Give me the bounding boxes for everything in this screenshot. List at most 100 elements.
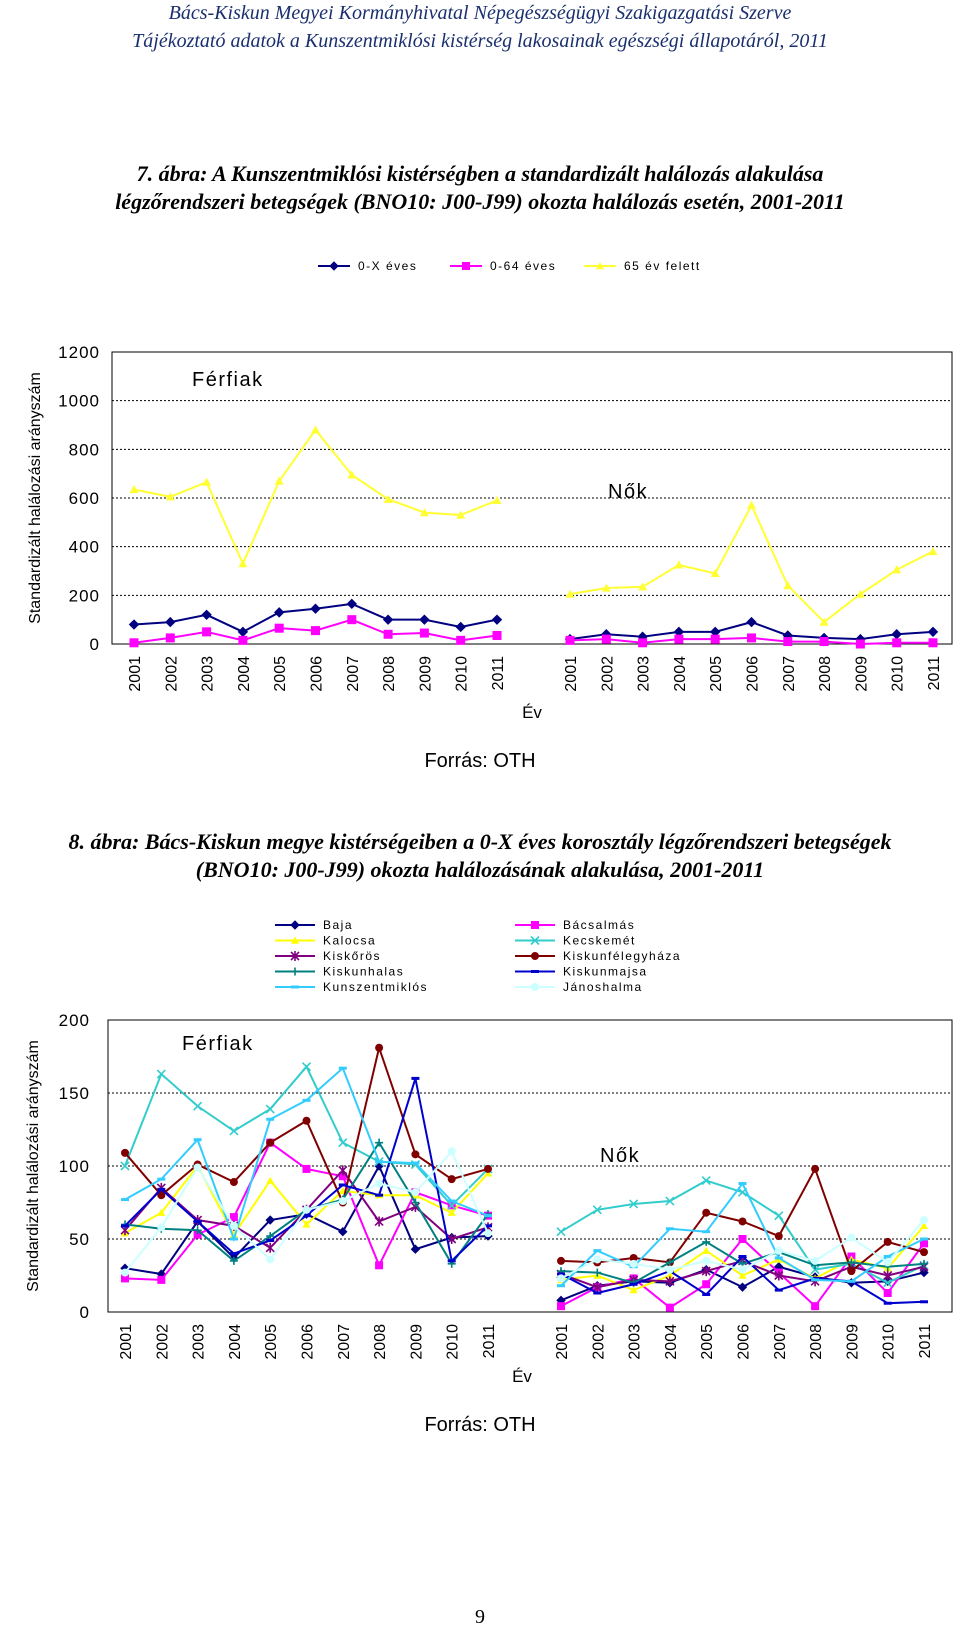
legend: 0-X éves 0-64 éves 65 év felett [318,259,699,273]
data-point [375,1193,384,1197]
data-point [229,1221,238,1230]
y-tick-label: 600 [69,489,100,508]
data-point [774,1270,784,1281]
x-tick-label: 2005 [263,1324,280,1360]
data-point [484,1214,492,1218]
legend-item-kiskunmajsa: Kiskunmajsa [515,965,646,979]
data-point [484,1224,492,1228]
data-point [338,1226,348,1237]
data-point [883,1255,892,1259]
legend-marker [291,985,299,989]
x-tick-label: 2004 [227,1324,244,1360]
data-point [129,638,139,648]
y-tick-labels: 0 50 100 150 200 [59,1011,90,1322]
data-point [202,627,212,637]
data-point [774,1211,784,1221]
data-point [156,1069,166,1079]
data-point [920,1248,928,1257]
series-janoshalma [557,1216,928,1283]
data-point [455,621,466,633]
x-tick-label: 2010 [881,1324,898,1360]
x-tick-labels: 2001 2002 2003 2004 2005 2006 2007 2008 2009 2010… [118,1324,498,1360]
data-point [447,1234,457,1244]
data-point [229,1252,238,1256]
legend-marker [531,952,539,960]
data-point [928,638,938,648]
data-point [375,1179,384,1188]
data-point [701,1176,711,1186]
data-point [456,510,466,519]
data-point [375,1261,384,1270]
x-tick-label: 2009 [408,1324,425,1360]
figure8-chart: Baja Bácsalmás Kalocsa Kecskemét Kiskőrös Kis… [25,918,953,1386]
data-point [737,1282,748,1292]
data-point [883,1270,893,1281]
data-point [121,1268,129,1277]
legend-item-0-x-eves: 0-X éves [318,259,416,273]
x-tick-label: 2008 [808,1324,825,1360]
x-tick-label: 2010 [445,1324,462,1360]
x-tick-label: 2005 [272,656,289,692]
data-point [601,583,611,592]
series-0-x-eves [128,598,503,638]
x-tick-label: 2002 [590,1324,607,1360]
legend: Baja Bácsalmás Kalocsa Kecskemét Kiskőrös Kis… [275,918,681,994]
legend-item-bacsalmas: Bácsalmás [515,918,635,932]
data-point [201,609,212,621]
x-tick-labels: 2001 2002 2003 2004 2005 2006 2007 2008 2009 2010… [563,656,943,692]
data-point [383,629,393,639]
x-tick-label: 2003 [200,656,217,692]
legend-item-0-64-eves: 0-64 éves [450,259,555,273]
data-point [338,1066,347,1070]
data-point [411,1150,420,1159]
data-point [121,1148,129,1157]
data-point [419,508,429,517]
legend-item-65-ev-felett: 65 év felett [584,259,699,273]
data-point [783,637,793,647]
data-point [665,1303,674,1312]
x-tick-label: 2010 [454,656,471,692]
legend-label: Bácsalmás [563,918,635,932]
x-tick-label: 2006 [736,1324,753,1360]
data-point [302,1116,311,1125]
y-tick-label: 50 [69,1230,90,1249]
data-point [593,1268,602,1277]
figure7-caption: 7. ábra: A Kunszentmiklósi kistérségben … [0,160,960,216]
x-tick-label: 2006 [300,1324,317,1360]
data-point [165,492,175,501]
legend-marker [531,970,539,973]
legend-label: Kiskunfélegyháza [563,949,681,963]
y-tick-label: 400 [69,538,100,557]
legend-item-kiskunfelegyhaza: Kiskunfélegyháza [515,949,681,963]
data-point [702,1237,711,1246]
data-point [346,598,358,610]
legend-marker [291,967,299,976]
series-kiskunfelegyhaza [121,1043,492,1207]
series-65-ev-felett [129,425,502,568]
document-header-line2: Tájékoztató adatok a Kunszentmiklósi kis… [132,30,828,52]
x-tick-label: 2001 [118,1324,135,1360]
data-point [274,623,284,633]
data-point [338,1165,348,1176]
data-point [557,1302,565,1311]
figure8-caption-line1: 8. ábra: Bács-Kiskun megye kistérségeibe… [68,829,892,854]
data-point [229,1237,238,1241]
data-point [157,1223,166,1232]
data-point [811,1256,820,1265]
data-point [266,1238,275,1242]
legend-item-kunszentmiklos: Kunszentmiklós [275,980,427,994]
x-tick-label: 2003 [636,656,653,692]
data-point [447,1175,456,1184]
y-tick-label: 200 [59,1011,90,1030]
data-point [301,1062,312,1072]
data-point [556,1227,566,1237]
data-point [128,619,140,630]
legend-label: Kalocsa [323,934,376,948]
legend-marker [290,920,300,930]
data-point [302,1098,311,1102]
data-point [665,1276,675,1287]
y-axis-title: Standardizált halálozási arányszám [27,372,44,624]
data-point [674,634,684,644]
data-point [701,1266,711,1277]
series-kiskunfelegyhaza [557,1164,928,1276]
